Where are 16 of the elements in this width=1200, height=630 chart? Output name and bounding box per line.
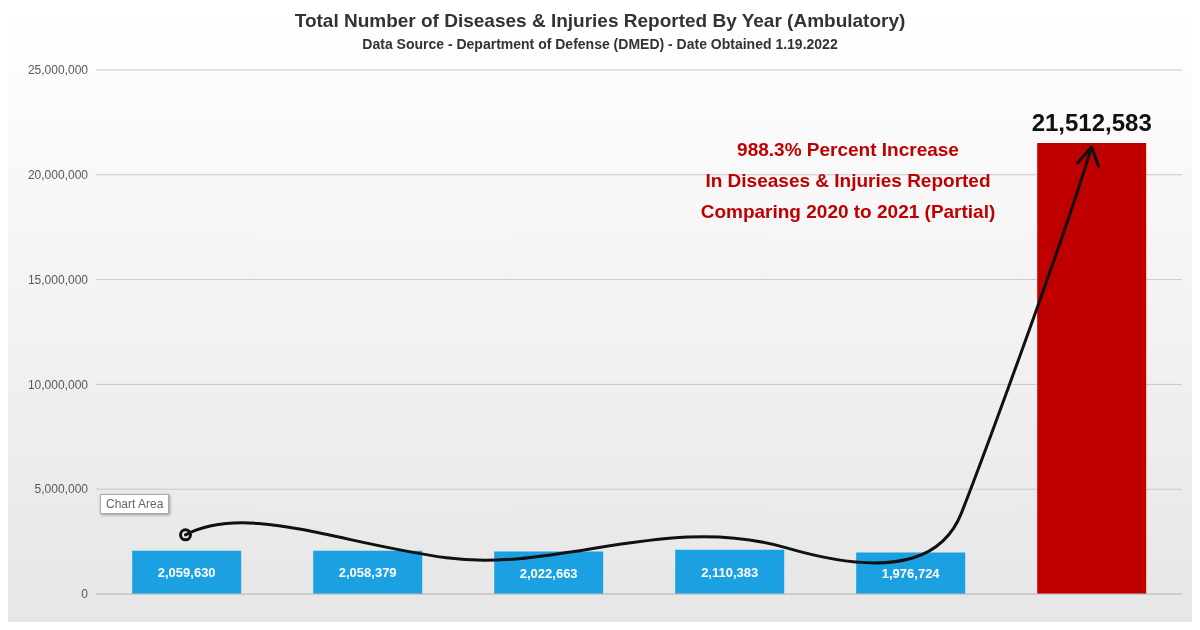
data-label: 1,976,724 <box>881 566 941 582</box>
y-tick-label: 5,000,000 <box>34 482 89 497</box>
y-tick-label: 20,000,000 <box>27 168 89 183</box>
y-tick-label: 0 <box>81 587 89 602</box>
y-tick-label: 25,000,000 <box>27 63 89 78</box>
data-label: 2,110,383 <box>701 564 759 580</box>
y-tick-label: 10,000,000 <box>27 377 89 392</box>
annotation: 988.3% Percent Increase In Diseases & Injuries Reported Comparing 2020 to 2021 (Partial) <box>699 139 997 224</box>
data-label: 2,058,379 <box>338 565 397 581</box>
y-tick-label: 15,000,000 <box>27 272 89 287</box>
data-label: 21,512,583 <box>1031 109 1152 137</box>
chart-title: Total Number of Diseases & Injuries Reported By Year (Ambulatory) <box>293 10 907 32</box>
annotation: Chart Area <box>100 494 170 514</box>
data-label: 2,022,663 <box>519 565 578 581</box>
chart-subtitle: Data Source - Department of Defense (DMED) - Date Obtained 1.19.2022 <box>361 36 839 52</box>
data-label: 2,059,630 <box>157 565 216 581</box>
